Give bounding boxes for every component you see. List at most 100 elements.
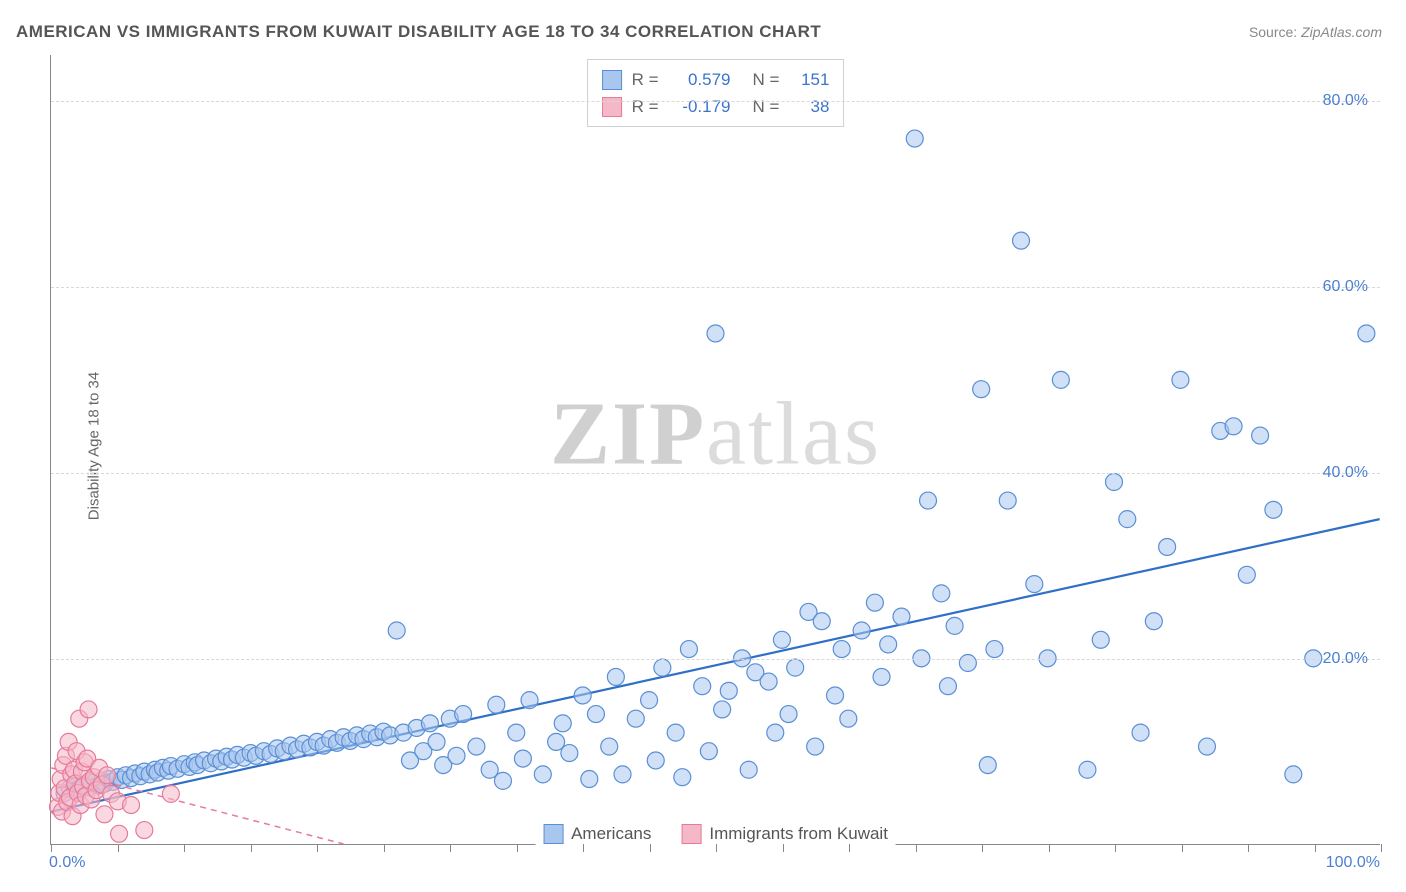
data-point bbox=[581, 771, 598, 788]
data-point bbox=[813, 613, 830, 630]
data-point bbox=[1198, 738, 1215, 755]
plot-area: ZIPatlas R =0.579N =151R =-0.179N =38 Am… bbox=[50, 55, 1380, 845]
x-tick bbox=[1049, 844, 1050, 852]
x-tick bbox=[916, 844, 917, 852]
data-point bbox=[939, 678, 956, 695]
data-point bbox=[840, 710, 857, 727]
data-point bbox=[574, 687, 591, 704]
x-tick bbox=[450, 844, 451, 852]
legend-swatch bbox=[602, 70, 622, 90]
data-point bbox=[627, 710, 644, 727]
data-point bbox=[654, 659, 671, 676]
data-point bbox=[853, 622, 870, 639]
x-tick bbox=[849, 844, 850, 852]
data-point bbox=[561, 745, 578, 762]
data-point bbox=[554, 715, 571, 732]
data-point bbox=[959, 655, 976, 672]
data-point bbox=[647, 752, 664, 769]
x-tick bbox=[317, 844, 318, 852]
data-point bbox=[1145, 613, 1162, 630]
data-point bbox=[999, 492, 1016, 509]
legend-label: Americans bbox=[571, 824, 651, 844]
x-tick bbox=[517, 844, 518, 852]
data-point bbox=[508, 724, 525, 741]
legend-label: Immigrants from Kuwait bbox=[709, 824, 888, 844]
data-point bbox=[1106, 473, 1123, 490]
chart-title: AMERICAN VS IMMIGRANTS FROM KUWAIT DISAB… bbox=[16, 22, 821, 42]
y-tick-label: 60.0% bbox=[1323, 278, 1368, 296]
x-tick bbox=[1248, 844, 1249, 852]
data-point bbox=[1285, 766, 1302, 783]
data-point bbox=[123, 797, 140, 814]
data-point bbox=[421, 715, 438, 732]
x-tick bbox=[118, 844, 119, 852]
data-point bbox=[680, 641, 697, 658]
gridline-h bbox=[51, 473, 1380, 474]
data-point bbox=[694, 678, 711, 695]
data-point bbox=[1238, 566, 1255, 583]
data-point bbox=[807, 738, 824, 755]
data-point bbox=[780, 706, 797, 723]
data-point bbox=[136, 822, 153, 839]
x-tick bbox=[982, 844, 983, 852]
gridline-h bbox=[51, 659, 1380, 660]
gridline-h bbox=[51, 287, 1380, 288]
x-tick bbox=[716, 844, 717, 852]
stat-n-label: N = bbox=[753, 66, 780, 93]
stat-n-value: 38 bbox=[789, 93, 829, 120]
data-point bbox=[448, 747, 465, 764]
data-point bbox=[740, 761, 757, 778]
data-point bbox=[1132, 724, 1149, 741]
data-point bbox=[1013, 232, 1030, 249]
data-point bbox=[986, 641, 1003, 658]
legend-swatch bbox=[543, 824, 563, 844]
data-point bbox=[707, 325, 724, 342]
stat-n-label: N = bbox=[753, 93, 780, 120]
source-credit: Source: ZipAtlas.com bbox=[1249, 24, 1382, 40]
data-point bbox=[1079, 761, 1096, 778]
data-point bbox=[714, 701, 731, 718]
x-tick bbox=[1115, 844, 1116, 852]
data-point bbox=[833, 641, 850, 658]
data-point bbox=[760, 673, 777, 690]
data-point bbox=[787, 659, 804, 676]
x-tick bbox=[1315, 844, 1316, 852]
data-point bbox=[80, 701, 97, 718]
gridline-h bbox=[51, 101, 1380, 102]
legend-swatch bbox=[602, 97, 622, 117]
data-point bbox=[720, 682, 737, 699]
data-point bbox=[587, 706, 604, 723]
y-tick-label: 40.0% bbox=[1323, 464, 1368, 482]
data-point bbox=[96, 806, 113, 823]
data-point bbox=[674, 769, 691, 786]
stat-legend-row: R =0.579N =151 bbox=[602, 66, 830, 93]
data-point bbox=[607, 668, 624, 685]
trend-line bbox=[51, 519, 1379, 811]
data-point bbox=[1252, 427, 1269, 444]
data-point bbox=[767, 724, 784, 741]
data-point bbox=[1092, 631, 1109, 648]
data-point bbox=[99, 767, 116, 784]
data-point bbox=[455, 706, 472, 723]
data-point bbox=[534, 766, 551, 783]
data-point bbox=[521, 692, 538, 709]
stat-legend: R =0.579N =151R =-0.179N =38 bbox=[587, 59, 845, 127]
data-point bbox=[1265, 501, 1282, 518]
data-point bbox=[700, 743, 717, 760]
data-point bbox=[933, 585, 950, 602]
data-point bbox=[601, 738, 618, 755]
data-point bbox=[893, 608, 910, 625]
x-tick bbox=[1381, 844, 1382, 852]
plot-svg bbox=[51, 55, 1380, 844]
stat-n-value: 151 bbox=[789, 66, 829, 93]
data-point bbox=[866, 594, 883, 611]
data-point bbox=[1119, 511, 1136, 528]
x-tick bbox=[1182, 844, 1183, 852]
x-tick bbox=[650, 844, 651, 852]
stat-r-label: R = bbox=[632, 66, 659, 93]
data-point bbox=[494, 772, 511, 789]
source-value: ZipAtlas.com bbox=[1301, 24, 1382, 40]
data-point bbox=[388, 622, 405, 639]
stat-r-value: -0.179 bbox=[669, 93, 731, 120]
data-point bbox=[773, 631, 790, 648]
